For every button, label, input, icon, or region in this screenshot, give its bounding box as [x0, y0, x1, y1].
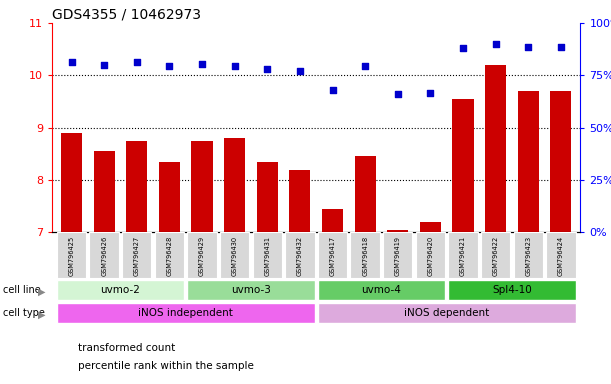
Bar: [93, 151, 115, 232]
Point: [425, 89, 435, 96]
Text: iNOS dependent: iNOS dependent: [404, 308, 489, 318]
Text: GSM796429: GSM796429: [199, 236, 205, 276]
Text: GSM796423: GSM796423: [525, 236, 531, 276]
Text: GSM796424: GSM796424: [558, 236, 564, 276]
Text: GSM796418: GSM796418: [362, 236, 368, 276]
Point: [262, 66, 272, 72]
Point: [99, 62, 109, 68]
Bar: [322, 209, 343, 232]
FancyBboxPatch shape: [318, 303, 576, 323]
Text: GSM796421: GSM796421: [460, 236, 466, 276]
Point: [458, 45, 468, 51]
Text: GSM796430: GSM796430: [232, 236, 238, 276]
FancyBboxPatch shape: [546, 232, 576, 278]
FancyBboxPatch shape: [383, 232, 412, 278]
Text: uvmo-4: uvmo-4: [362, 285, 401, 295]
FancyBboxPatch shape: [514, 232, 543, 278]
FancyBboxPatch shape: [448, 232, 478, 278]
FancyBboxPatch shape: [155, 232, 184, 278]
Text: Spl4-10: Spl4-10: [492, 285, 532, 295]
Text: GSM796431: GSM796431: [264, 236, 270, 276]
Point: [556, 43, 566, 50]
FancyBboxPatch shape: [252, 232, 282, 278]
FancyBboxPatch shape: [220, 232, 249, 278]
Point: [491, 41, 500, 47]
FancyBboxPatch shape: [188, 232, 217, 278]
FancyBboxPatch shape: [415, 232, 445, 278]
Point: [132, 59, 142, 65]
Bar: [289, 170, 310, 232]
FancyBboxPatch shape: [188, 280, 315, 300]
Text: cell line: cell line: [3, 285, 41, 295]
Point: [327, 87, 337, 93]
Text: GSM796420: GSM796420: [427, 236, 433, 276]
Text: percentile rank within the sample: percentile rank within the sample: [78, 361, 254, 371]
Text: iNOS independent: iNOS independent: [138, 308, 233, 318]
FancyBboxPatch shape: [448, 280, 576, 300]
FancyBboxPatch shape: [481, 232, 510, 278]
Text: GSM796427: GSM796427: [134, 236, 140, 276]
Text: GSM796426: GSM796426: [101, 236, 107, 276]
FancyBboxPatch shape: [318, 280, 445, 300]
Bar: [452, 99, 474, 232]
Text: ▶: ▶: [38, 287, 45, 297]
FancyBboxPatch shape: [57, 280, 184, 300]
Bar: [61, 133, 82, 232]
Text: GSM796417: GSM796417: [329, 236, 335, 276]
Point: [67, 59, 76, 65]
Bar: [257, 162, 278, 232]
Text: uvmo-2: uvmo-2: [100, 285, 141, 295]
Text: GSM796432: GSM796432: [297, 236, 303, 276]
FancyBboxPatch shape: [285, 232, 315, 278]
Text: GSM796428: GSM796428: [166, 236, 172, 276]
FancyBboxPatch shape: [351, 232, 380, 278]
Text: GSM796419: GSM796419: [395, 236, 401, 276]
Point: [524, 43, 533, 50]
FancyBboxPatch shape: [122, 232, 152, 278]
Bar: [191, 141, 213, 232]
Text: GSM796422: GSM796422: [492, 236, 499, 276]
Bar: [224, 138, 245, 232]
Point: [360, 63, 370, 69]
Bar: [126, 141, 147, 232]
Text: GDS4355 / 10462973: GDS4355 / 10462973: [52, 8, 201, 22]
Text: transformed count: transformed count: [78, 343, 175, 353]
Text: GSM796425: GSM796425: [68, 236, 75, 276]
Text: cell type: cell type: [3, 308, 45, 318]
Bar: [420, 222, 441, 232]
FancyBboxPatch shape: [89, 232, 119, 278]
FancyBboxPatch shape: [57, 232, 86, 278]
Text: ▶: ▶: [38, 310, 45, 320]
Point: [164, 63, 174, 69]
Bar: [551, 91, 571, 232]
Bar: [518, 91, 539, 232]
Point: [393, 91, 403, 97]
Point: [230, 63, 240, 69]
Bar: [387, 230, 408, 232]
Text: uvmo-3: uvmo-3: [231, 285, 271, 295]
FancyBboxPatch shape: [318, 232, 347, 278]
FancyBboxPatch shape: [57, 303, 315, 323]
Point: [295, 68, 305, 74]
Bar: [354, 156, 376, 232]
Bar: [159, 162, 180, 232]
Point: [197, 61, 207, 67]
Bar: [485, 65, 507, 232]
